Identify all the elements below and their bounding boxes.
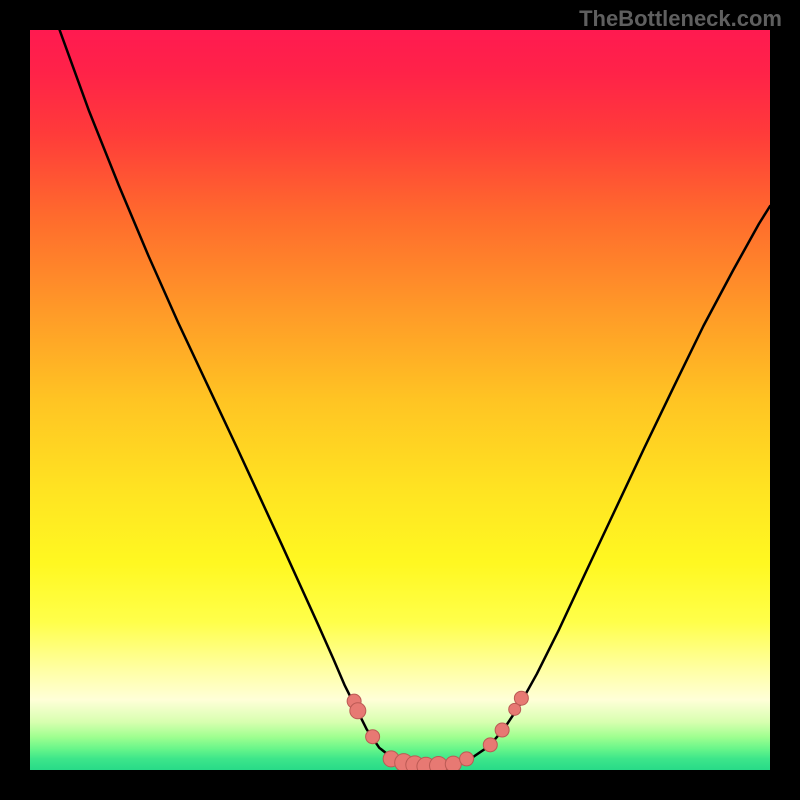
data-marker — [429, 757, 447, 770]
bottleneck-curve — [60, 30, 770, 766]
data-marker — [445, 756, 461, 770]
plot-area — [30, 30, 770, 770]
chart-svg — [30, 30, 770, 770]
data-marker — [460, 752, 474, 766]
data-marker — [495, 723, 509, 737]
watermark-text: TheBottleneck.com — [579, 6, 782, 32]
data-marker — [514, 691, 528, 705]
data-marker — [366, 730, 380, 744]
chart-container: TheBottleneck.com — [0, 0, 800, 800]
data-marker — [350, 703, 366, 719]
data-marker — [483, 738, 497, 752]
